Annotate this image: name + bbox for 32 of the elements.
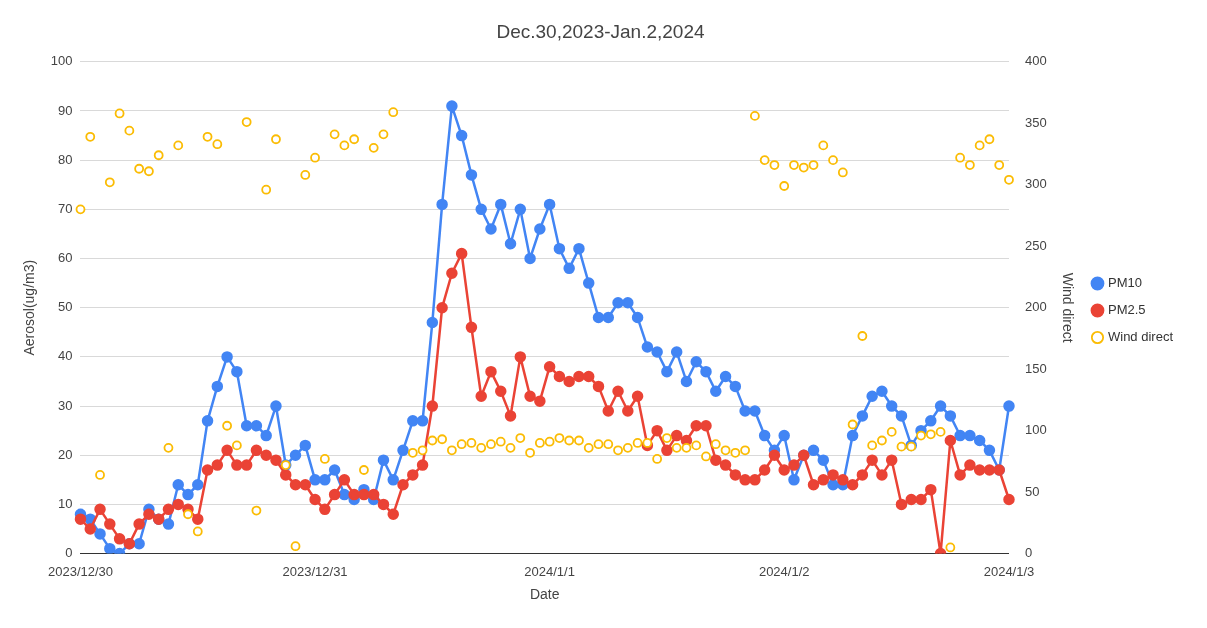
y-tick-label: 90 <box>58 102 73 118</box>
y-tick-label: 10 <box>58 496 73 511</box>
chart-title: Dec.30,2023-Jan.2,2024 <box>496 20 705 42</box>
y2-tick-label: 300 <box>1024 176 1047 192</box>
x-axis-title: Date <box>529 586 560 603</box>
y-tick-label: 50 <box>58 299 73 315</box>
y2-tick-label: 100 <box>1024 422 1047 438</box>
y-tick-label: 40 <box>58 348 73 364</box>
y2-tick-label: 50 <box>1024 483 1040 499</box>
y2-tick-label: 150 <box>1024 360 1047 376</box>
x-tick-label: 2024/1/2 <box>758 563 810 579</box>
y2-tick-label: 0 <box>1024 545 1033 561</box>
x-tick-label: 2024/1/3 <box>983 563 1035 579</box>
x-tick-label: 2023/12/31 <box>282 563 348 579</box>
y2-axis-title: Wind direct <box>1060 272 1077 343</box>
x-tick-label: 2024/1/1 <box>524 563 575 579</box>
y-axis-title: Aerosol(ug/m3) <box>21 259 38 356</box>
y-tick-label: 30 <box>58 397 73 413</box>
legend-label: PM2.5 <box>1107 302 1146 318</box>
y-tick-label: 80 <box>58 151 73 167</box>
x-tick-label: 2023/12/30 <box>47 563 114 579</box>
legend-label: Wind direct <box>1107 329 1174 345</box>
y-tick-label: 20 <box>58 446 73 462</box>
y-tick-label: 70 <box>58 200 73 216</box>
y-tick-label: 0 <box>65 545 73 561</box>
y-tick-label: 100 <box>50 53 73 69</box>
y-tick-label: 60 <box>58 250 73 266</box>
y2-tick-label: 250 <box>1024 237 1047 253</box>
legend-label: PM10 <box>1107 275 1142 291</box>
y2-tick-label: 350 <box>1024 114 1047 130</box>
y2-tick-label: 200 <box>1024 299 1047 315</box>
y2-tick-label: 400 <box>1024 53 1047 69</box>
